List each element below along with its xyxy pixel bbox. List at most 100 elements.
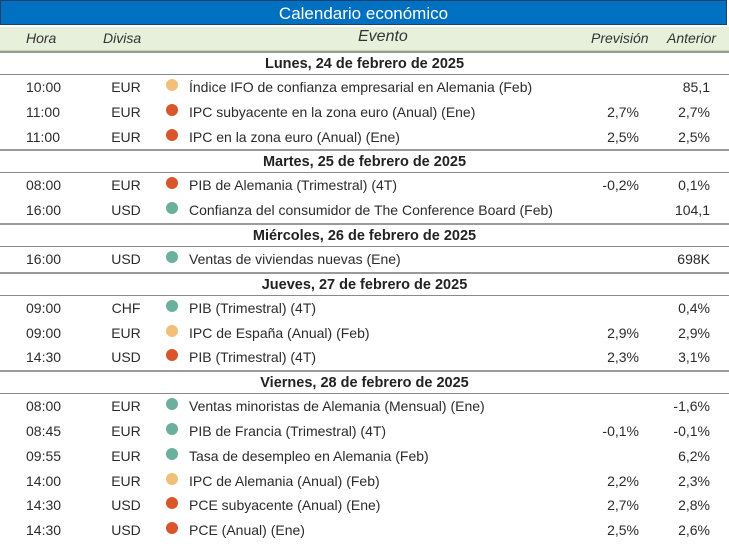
event-forecast: -0,2% bbox=[602, 177, 639, 194]
header-anterior: Anterior bbox=[667, 30, 717, 46]
header-prevision: Previsión bbox=[591, 30, 649, 46]
event-previous: 0,4% bbox=[678, 299, 710, 316]
event-previous: 2,7% bbox=[678, 103, 710, 120]
event-row: 08:45 EUR PIB de Francia (Trimestral) (4T)… bbox=[0, 419, 729, 444]
header-divisa: Divisa bbox=[103, 30, 142, 46]
event-currency: EUR bbox=[111, 128, 141, 145]
event-currency: EUR bbox=[111, 177, 141, 194]
event-currency: EUR bbox=[111, 103, 141, 120]
event-name: PCE (Anual) (Ene) bbox=[189, 522, 305, 539]
event-time: 08:00 bbox=[26, 398, 62, 415]
event-name: PCE subyacente (Anual) (Ene) bbox=[189, 497, 381, 514]
event-time: 14:30 bbox=[26, 349, 62, 366]
event-time: 09:00 bbox=[26, 324, 62, 341]
event-row: 09:00 EUR IPC de España (Anual) (Feb) 2,9% 2… bbox=[0, 321, 729, 346]
event-name: Tasa de desempleo en Alemania (Feb) bbox=[189, 447, 429, 464]
event-currency: USD bbox=[111, 250, 141, 267]
impact-dot-icon bbox=[166, 349, 178, 362]
event-time: 14:30 bbox=[26, 522, 62, 539]
impact-dot-icon bbox=[166, 202, 178, 215]
event-currency: EUR bbox=[111, 422, 141, 439]
event-forecast: 2,3% bbox=[607, 349, 639, 366]
header-hora: Hora bbox=[26, 30, 57, 46]
event-previous: -0,1% bbox=[673, 422, 710, 439]
event-name: PIB (Trimestral) (4T) bbox=[189, 299, 317, 316]
impact-dot-icon bbox=[166, 324, 178, 337]
event-time: 11:00 bbox=[26, 128, 60, 145]
event-previous: -1,6% bbox=[673, 398, 710, 415]
impact-dot-icon bbox=[166, 103, 178, 116]
day-header: Viernes, 28 de febrero de 2025 bbox=[0, 370, 729, 395]
impact-dot-icon bbox=[166, 472, 178, 485]
impact-dot-icon bbox=[166, 128, 178, 141]
event-row: 11:00 EUR IPC subyacente en la zona euro (… bbox=[0, 100, 729, 125]
event-time: 09:00 bbox=[26, 299, 62, 316]
event-row: 11:00 EUR IPC en la zona euro (Anual) (Ene… bbox=[0, 125, 729, 150]
day-header: Martes, 25 de febrero de 2025 bbox=[0, 149, 729, 174]
event-name: PIB de Alemania (Trimestral) (4T) bbox=[189, 177, 397, 194]
event-name: Índice IFO de confianza empresarial en A… bbox=[189, 79, 533, 95]
event-row: 16:00 USD Confianza del consumidor de The … bbox=[0, 198, 729, 223]
impact-dot-icon bbox=[166, 447, 178, 460]
event-name: PIB de Francia (Trimestral) (4T) bbox=[189, 422, 387, 439]
event-name: Confianza del consumidor de The Conferen… bbox=[189, 202, 553, 219]
event-time: 11:00 bbox=[26, 103, 60, 120]
event-previous: 104,1 bbox=[674, 202, 710, 219]
event-previous: 85,1 bbox=[682, 79, 710, 95]
impact-dot-icon bbox=[166, 177, 178, 190]
event-row: 14:30 USD PIB (Trimestral) (4T) 2,3% 3,1% bbox=[0, 345, 729, 370]
event-forecast: 2,9% bbox=[607, 324, 639, 341]
event-currency: USD bbox=[111, 497, 141, 514]
event-currency: USD bbox=[111, 349, 141, 366]
event-row: 14:00 EUR IPC de Alemania (Anual) (Feb) 2,2… bbox=[0, 469, 729, 494]
event-currency: EUR bbox=[111, 79, 141, 95]
impact-dot-icon bbox=[166, 79, 178, 91]
event-name: IPC de España (Anual) (Feb) bbox=[189, 324, 370, 341]
event-row: 08:00 EUR Ventas minoristas de Alemania (M… bbox=[0, 394, 729, 419]
header-evento: Evento bbox=[358, 28, 408, 45]
day-header: Miércoles, 26 de febrero de 2025 bbox=[0, 222, 729, 247]
event-currency: EUR bbox=[111, 324, 141, 341]
event-previous: 2,8% bbox=[678, 497, 710, 514]
event-name: PIB (Trimestral) (4T) bbox=[189, 349, 317, 366]
event-row: 09:55 EUR Tasa de desempleo en Alemania (F… bbox=[0, 444, 729, 469]
calendar-title: Calendario económico bbox=[0, 0, 727, 25]
event-time: 09:55 bbox=[26, 447, 62, 464]
event-row: 14:30 USD PCE (Anual) (Ene) 2,5% 2,6% bbox=[0, 518, 729, 543]
event-row: 10:00 EUR Índice IFO de confianza empresar… bbox=[0, 75, 729, 100]
event-forecast: -0,1% bbox=[602, 422, 639, 439]
impact-dot-icon bbox=[166, 497, 178, 510]
event-previous: 2,9% bbox=[678, 324, 710, 341]
event-time: 14:30 bbox=[26, 497, 62, 514]
event-currency: USD bbox=[111, 202, 141, 219]
event-time: 14:00 bbox=[26, 472, 62, 489]
event-time: 16:00 bbox=[26, 250, 62, 267]
event-previous: 698K bbox=[677, 250, 710, 267]
event-forecast: 2,7% bbox=[607, 103, 639, 120]
event-row: 16:00 USD Ventas de viviendas nuevas (Ene)… bbox=[0, 247, 729, 272]
day-header: Jueves, 27 de febrero de 2025 bbox=[0, 271, 729, 296]
event-previous: 2,6% bbox=[678, 522, 710, 539]
event-time: 08:45 bbox=[26, 422, 62, 439]
event-name: IPC en la zona euro (Anual) (Ene) bbox=[189, 128, 400, 145]
event-time: 08:00 bbox=[26, 177, 62, 194]
event-name: IPC subyacente en la zona euro (Anual) (… bbox=[189, 103, 476, 120]
impact-dot-icon bbox=[166, 250, 178, 263]
event-row: 09:00 CHF PIB (Trimestral) (4T) 0,4% bbox=[0, 296, 729, 321]
event-currency: USD bbox=[111, 522, 141, 539]
impact-dot-icon bbox=[166, 299, 178, 312]
event-currency: EUR bbox=[111, 447, 141, 464]
impact-dot-icon bbox=[166, 522, 178, 535]
calendar-rows: Lunes, 24 de febrero de 2025 10:00 EUR Índi… bbox=[0, 51, 729, 543]
event-previous: 2,5% bbox=[678, 128, 710, 145]
event-currency: EUR bbox=[111, 472, 141, 489]
event-previous: 0,1% bbox=[678, 177, 710, 194]
event-previous: 2,3% bbox=[678, 472, 710, 489]
event-row: 14:30 USD PCE subyacente (Anual) (Ene) 2,7%… bbox=[0, 493, 729, 518]
event-currency: CHF bbox=[111, 299, 141, 316]
event-previous: 6,2% bbox=[678, 447, 710, 464]
day-header: Lunes, 24 de febrero de 2025 bbox=[0, 51, 729, 75]
event-forecast: 2,5% bbox=[607, 522, 639, 539]
event-name: Ventas de viviendas nuevas (Ene) bbox=[189, 250, 401, 267]
